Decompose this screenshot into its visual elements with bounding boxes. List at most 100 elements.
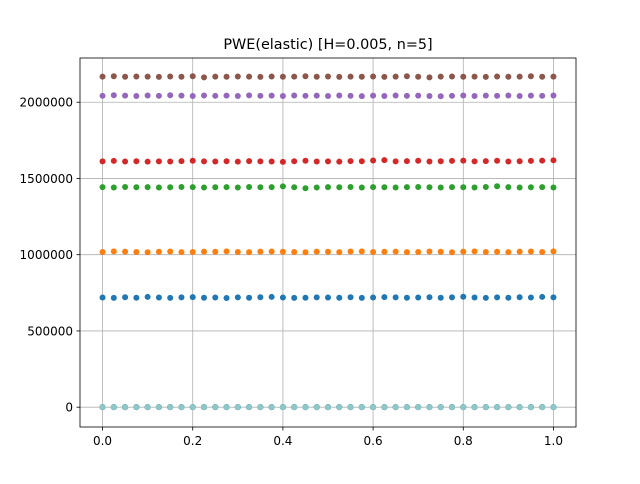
data-point [110, 404, 117, 411]
data-point [291, 294, 298, 301]
data-point [155, 404, 162, 411]
data-point [155, 184, 162, 191]
data-point [122, 73, 129, 80]
data-point [167, 92, 174, 99]
data-point [291, 92, 298, 99]
data-point [347, 404, 354, 411]
x-tick-label: 0.8 [454, 434, 473, 448]
data-point [460, 157, 467, 164]
data-point [437, 73, 444, 80]
data-point [246, 294, 253, 301]
data-point [449, 249, 455, 256]
data-point [279, 158, 286, 165]
data-point [539, 248, 546, 255]
data-point [279, 73, 286, 80]
data-point [223, 184, 230, 191]
data-point [494, 183, 501, 190]
data-point [539, 92, 546, 99]
data-point [381, 404, 388, 411]
data-point [122, 404, 129, 411]
data-point [358, 248, 365, 255]
data-point [178, 92, 185, 99]
data-point [494, 92, 501, 99]
series-3 [99, 183, 557, 192]
data-point [403, 92, 410, 99]
data-point [178, 73, 185, 80]
data-point [144, 293, 151, 300]
data-point [246, 249, 253, 256]
data-point [358, 93, 365, 100]
plot-frame [79, 57, 577, 428]
data-point [381, 157, 388, 164]
data-point [155, 92, 162, 99]
data-point [122, 92, 129, 99]
series-12 [99, 404, 557, 411]
data-point [234, 158, 241, 165]
data-point [144, 73, 151, 80]
data-point [122, 294, 129, 301]
data-point [279, 183, 286, 190]
data-point [268, 158, 275, 165]
data-point [415, 404, 422, 411]
data-point [201, 158, 207, 165]
data-point [144, 92, 151, 99]
data-point [279, 248, 286, 255]
data-point [178, 294, 185, 301]
data-point [381, 184, 388, 191]
data-point [527, 73, 534, 80]
data-point [279, 294, 286, 301]
data-point [325, 92, 331, 99]
data-point [223, 73, 230, 80]
data-point [99, 73, 106, 80]
data-point [133, 73, 140, 80]
data-point [313, 248, 320, 255]
data-point [110, 157, 117, 164]
data-point [167, 158, 174, 165]
data-point [144, 158, 151, 165]
data-point [336, 404, 343, 411]
data-point [257, 73, 264, 80]
data-point [516, 404, 523, 411]
data-point [133, 92, 140, 99]
y-tick-label: 1500000 [20, 172, 73, 186]
data-point [291, 404, 298, 411]
data-point [437, 158, 444, 165]
data-point [516, 92, 523, 99]
x-tick-label: 0.2 [183, 434, 202, 448]
data-point [178, 404, 185, 411]
data-point [392, 404, 399, 411]
data-point [449, 404, 455, 411]
data-point [482, 248, 489, 255]
data-point [291, 158, 298, 165]
data-point [268, 293, 275, 300]
data-point [291, 184, 298, 191]
data-point [370, 73, 377, 80]
data-point [449, 184, 455, 191]
data-point [313, 158, 320, 165]
data-point [313, 294, 320, 301]
data-point [110, 294, 117, 301]
series-1 [99, 293, 557, 302]
data-point [516, 294, 523, 301]
data-point [268, 404, 275, 411]
data-point [527, 248, 534, 255]
data-point [133, 404, 140, 411]
data-point [133, 158, 140, 165]
data-point [358, 404, 365, 411]
data-point [212, 92, 219, 99]
data-point [437, 404, 444, 411]
data-point [460, 404, 467, 411]
data-point [516, 158, 523, 165]
data-point [482, 294, 489, 301]
chart-title: PWE(elastic) [H=0.005, n=5] [223, 37, 432, 53]
data-points [99, 73, 557, 411]
data-point [189, 92, 196, 99]
data-point [550, 184, 557, 191]
data-point [370, 404, 377, 411]
data-point [110, 92, 117, 99]
data-point [257, 404, 264, 411]
data-point [122, 248, 129, 255]
data-point [505, 249, 512, 256]
data-point [133, 184, 140, 191]
